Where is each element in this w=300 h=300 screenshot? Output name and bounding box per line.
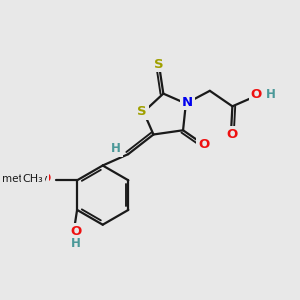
Text: S: S: [154, 58, 164, 70]
Text: H: H: [71, 237, 81, 250]
Text: S: S: [137, 105, 147, 119]
Text: H: H: [111, 142, 121, 155]
Text: O: O: [198, 138, 209, 151]
Text: CH₃: CH₃: [22, 174, 43, 184]
Text: O: O: [70, 225, 81, 238]
Text: O: O: [227, 128, 238, 141]
Text: H: H: [266, 88, 275, 101]
Text: O: O: [40, 172, 51, 185]
Text: N: N: [182, 96, 193, 109]
Text: O: O: [251, 88, 262, 101]
Text: methoxy: methoxy: [2, 174, 48, 184]
